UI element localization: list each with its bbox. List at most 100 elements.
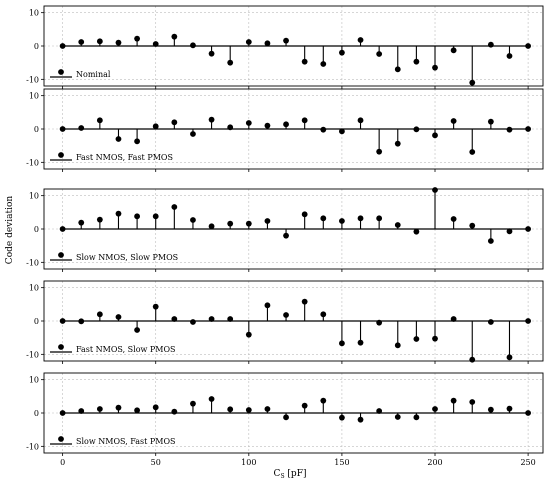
stem-marker <box>59 318 66 324</box>
stem-marker <box>450 216 457 222</box>
stem-marker <box>245 220 252 227</box>
y-tick-label: -10 <box>26 158 39 167</box>
stem-marker <box>413 228 420 235</box>
x-tick-label: 150 <box>334 458 349 467</box>
stem-marker <box>190 217 196 223</box>
stem-marker <box>450 47 457 54</box>
y-tick-label: 10 <box>29 92 39 101</box>
stem-marker <box>469 79 476 86</box>
y-tick-label: 0 <box>34 125 39 134</box>
stem-marker <box>152 123 159 130</box>
stem-marker <box>376 319 383 326</box>
x-tick-label: 0 <box>60 458 65 467</box>
legend-marker <box>58 152 64 158</box>
stem-marker <box>152 213 159 220</box>
stem-marker <box>506 405 513 412</box>
stem-marker <box>245 407 252 413</box>
stem-marker <box>525 43 532 49</box>
stem-marker <box>487 41 494 48</box>
stem-marker <box>115 404 122 411</box>
y-tick-label: -10 <box>26 350 39 359</box>
stem-marker <box>59 410 66 416</box>
stem-marker <box>283 121 289 128</box>
legend-marker <box>58 344 64 350</box>
stem-marker <box>78 318 85 325</box>
stem-marker <box>320 311 327 318</box>
legend-label: Nominal <box>76 70 111 79</box>
panel-4: -10 0 10 Fast NMOS, Slow PMOS <box>26 280 544 364</box>
stem-marker <box>171 204 178 210</box>
stem-marker <box>339 218 345 224</box>
stem-marker <box>227 316 234 322</box>
stem-marker <box>432 335 438 342</box>
stem-marker <box>301 117 308 124</box>
y-tick-label: 0 <box>34 409 39 418</box>
stem-marker <box>59 43 66 49</box>
stem-marker <box>432 132 438 139</box>
stem-marker <box>394 342 401 349</box>
panel-5: -10 0 10 Slow NMOS, Fast PMOS <box>26 372 544 456</box>
stem-marker <box>525 410 532 416</box>
legend-marker <box>58 252 64 258</box>
stem-marker <box>506 126 513 133</box>
stem-marker <box>227 124 234 131</box>
stem-marker <box>227 406 234 413</box>
stem-marker <box>487 319 494 325</box>
stem-marker <box>301 402 308 409</box>
y-tick-label: -10 <box>26 75 39 84</box>
y-tick-label: 0 <box>34 42 39 51</box>
stem-marker <box>283 37 289 44</box>
stem-marker <box>96 406 103 412</box>
stem-marker <box>264 302 271 309</box>
stem-marker <box>432 64 438 71</box>
stem-marker <box>450 118 457 124</box>
stem-marker <box>208 116 215 123</box>
stem-marker <box>506 53 513 59</box>
stem-marker <box>506 354 513 361</box>
stem-marker <box>96 38 103 45</box>
stem-marker <box>301 298 308 305</box>
stem-marker <box>432 187 438 193</box>
stem-marker <box>190 131 196 137</box>
stem-marker <box>487 406 494 413</box>
legend-label: Slow NMOS, Fast PMOS <box>76 437 176 446</box>
legend-label: Fast NMOS, Slow PMOS <box>76 345 176 354</box>
stem-marker <box>469 399 476 405</box>
stem-marker <box>171 119 178 126</box>
stem-marker <box>283 232 289 239</box>
stem-marker <box>115 136 122 142</box>
stem-marker <box>469 222 476 229</box>
stem-marker <box>134 407 140 414</box>
stem-marker <box>413 58 420 65</box>
stem-marker <box>357 117 364 124</box>
stem-marker <box>78 39 85 45</box>
y-tick-label: 0 <box>34 317 39 326</box>
stem-marker <box>134 327 140 333</box>
stem-marker <box>190 319 196 325</box>
stem-marker <box>59 226 66 232</box>
stem-marker <box>413 414 420 421</box>
y-axis-title: Code deviation <box>5 196 15 265</box>
stem-marker <box>450 397 457 404</box>
x-axis-title-unit: [pF] <box>285 469 307 479</box>
stem-marker <box>357 215 364 222</box>
stem-marker <box>171 316 178 322</box>
stem-marker <box>78 408 85 414</box>
stem-marker <box>301 211 308 218</box>
stem-marker <box>227 220 234 227</box>
stem-marker <box>152 404 159 411</box>
stem-marker <box>506 228 513 235</box>
stem-marker <box>59 126 66 132</box>
y-tick-label: -10 <box>26 258 39 267</box>
stem-marker <box>134 35 140 42</box>
stem-marker <box>376 215 383 222</box>
stem-marker <box>376 148 383 155</box>
stem-marker <box>264 406 271 412</box>
stem-marker <box>469 149 476 155</box>
panel-2: -10 0 10 Fast NMOS, Fast PMOS <box>26 88 544 172</box>
stem-marker <box>264 40 271 47</box>
stem-marker <box>134 138 140 145</box>
stem-marker <box>227 59 234 66</box>
stem-marker <box>413 336 420 342</box>
